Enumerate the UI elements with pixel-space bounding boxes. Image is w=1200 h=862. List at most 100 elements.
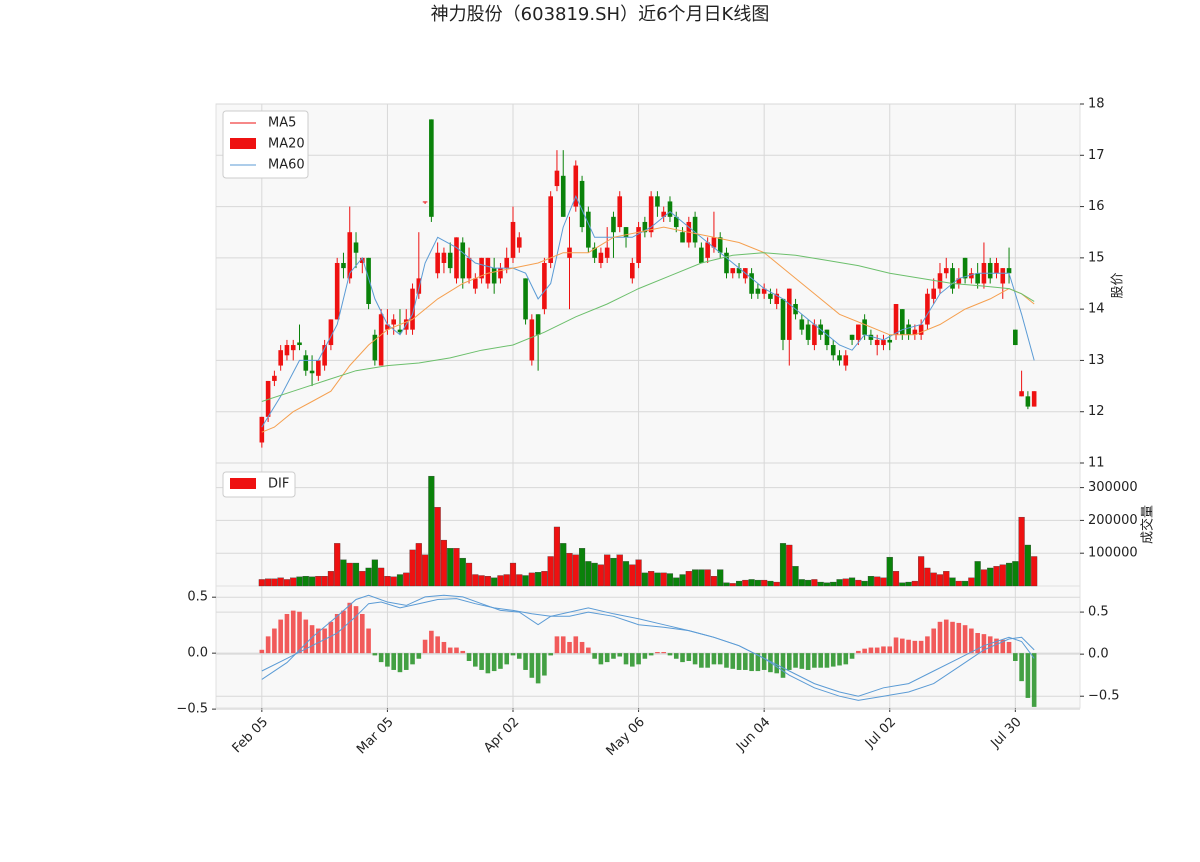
candle-body	[799, 319, 805, 330]
candle-body	[900, 309, 905, 335]
macd-bar	[673, 653, 679, 659]
macd-bar	[793, 653, 798, 668]
volume-bar	[685, 571, 692, 587]
candle-body	[529, 319, 535, 361]
volume-bar	[786, 544, 793, 587]
y-tick-label: 18	[1088, 97, 1105, 112]
macd-bar	[1025, 653, 1031, 698]
volume-bar	[710, 576, 717, 587]
volume-bar	[585, 561, 592, 587]
volume-bar	[773, 581, 780, 587]
candle-body	[805, 324, 811, 340]
macd-bar	[956, 622, 962, 654]
candle-body	[724, 252, 729, 274]
macd-bar	[309, 625, 315, 654]
volume-bar	[943, 571, 950, 587]
macd-bar	[397, 653, 403, 673]
candle-body	[661, 211, 666, 217]
volume-bar	[352, 562, 360, 587]
macd-bar	[303, 619, 309, 654]
volume-bar	[290, 577, 297, 587]
macd-bar	[868, 647, 874, 654]
candle-body	[278, 350, 283, 366]
volume-bar	[522, 575, 529, 587]
candle-body	[460, 242, 466, 279]
volume-bar	[491, 577, 498, 587]
candle-body	[874, 339, 880, 346]
candle-body	[447, 252, 453, 269]
candle-body	[410, 288, 415, 330]
candle-body	[1013, 329, 1018, 346]
volume-bar	[516, 574, 523, 587]
macd-bar	[943, 619, 949, 654]
candle-body	[378, 314, 384, 366]
candle-body	[705, 242, 710, 258]
candle-body	[755, 288, 761, 294]
legend-label: MA20	[268, 137, 305, 152]
candle-body	[749, 273, 754, 294]
macd-bar	[1013, 653, 1018, 661]
candle-body	[830, 345, 836, 356]
macd-bar	[780, 653, 786, 678]
macd-bar	[341, 610, 346, 654]
volume-bar	[936, 574, 944, 587]
volume-bar	[296, 576, 303, 587]
volume-bar	[622, 561, 630, 587]
volume-bar	[761, 579, 768, 587]
candle-body	[881, 339, 886, 346]
macd-bar	[473, 653, 478, 667]
macd-bar	[454, 647, 459, 654]
x-tick-label: Jul 02	[862, 715, 899, 752]
volume-bar	[673, 577, 680, 587]
volume-bar	[855, 579, 862, 587]
volume-bar	[422, 554, 429, 587]
y-tick-label: 0.5	[1088, 605, 1109, 620]
candle-body	[491, 268, 497, 284]
macd-bar	[598, 653, 604, 665]
volume-bar	[409, 549, 416, 587]
volume-bar	[999, 564, 1006, 587]
candle-body	[360, 257, 365, 263]
volume-bar	[334, 543, 341, 587]
volume-bar	[497, 575, 504, 587]
macd-bar	[937, 621, 943, 654]
candle-body	[943, 268, 949, 274]
volume-bar	[579, 548, 586, 587]
y-axis-label: 股价	[1111, 272, 1126, 298]
y-tick-label: 16	[1088, 199, 1105, 214]
macd-bar	[906, 639, 911, 654]
volume-bar	[654, 572, 661, 587]
macd-bar	[542, 653, 547, 676]
candle-body	[328, 319, 334, 346]
volume-bar	[748, 579, 755, 587]
candle-body	[573, 165, 579, 207]
macd-bar	[642, 653, 648, 659]
volume-bar	[742, 579, 749, 587]
volume-bar	[597, 564, 604, 587]
macd-bar	[931, 628, 936, 654]
candle-body	[918, 324, 924, 335]
volume-bar	[874, 576, 881, 587]
macd-bar	[592, 653, 597, 659]
macd-bar	[912, 640, 918, 654]
macd-bar	[818, 653, 823, 668]
macd-bar	[730, 653, 736, 669]
candle-body	[692, 216, 698, 243]
candle-body	[303, 355, 309, 371]
volume-bar	[541, 571, 548, 587]
volume-bar	[867, 576, 874, 587]
line	[261, 252, 1035, 402]
volume-bar	[717, 569, 724, 587]
macd-bar	[893, 637, 899, 654]
volume-bar	[805, 579, 812, 587]
volume-bar	[365, 567, 372, 587]
volume-bar	[987, 567, 994, 587]
macd-bar	[617, 653, 623, 657]
panel-background	[215, 103, 1081, 464]
candle-body	[768, 293, 773, 299]
legend-swatch	[230, 138, 256, 149]
y-tick-label: 300000	[1088, 480, 1138, 495]
candle-body	[592, 247, 597, 258]
volume-bar	[905, 581, 912, 587]
